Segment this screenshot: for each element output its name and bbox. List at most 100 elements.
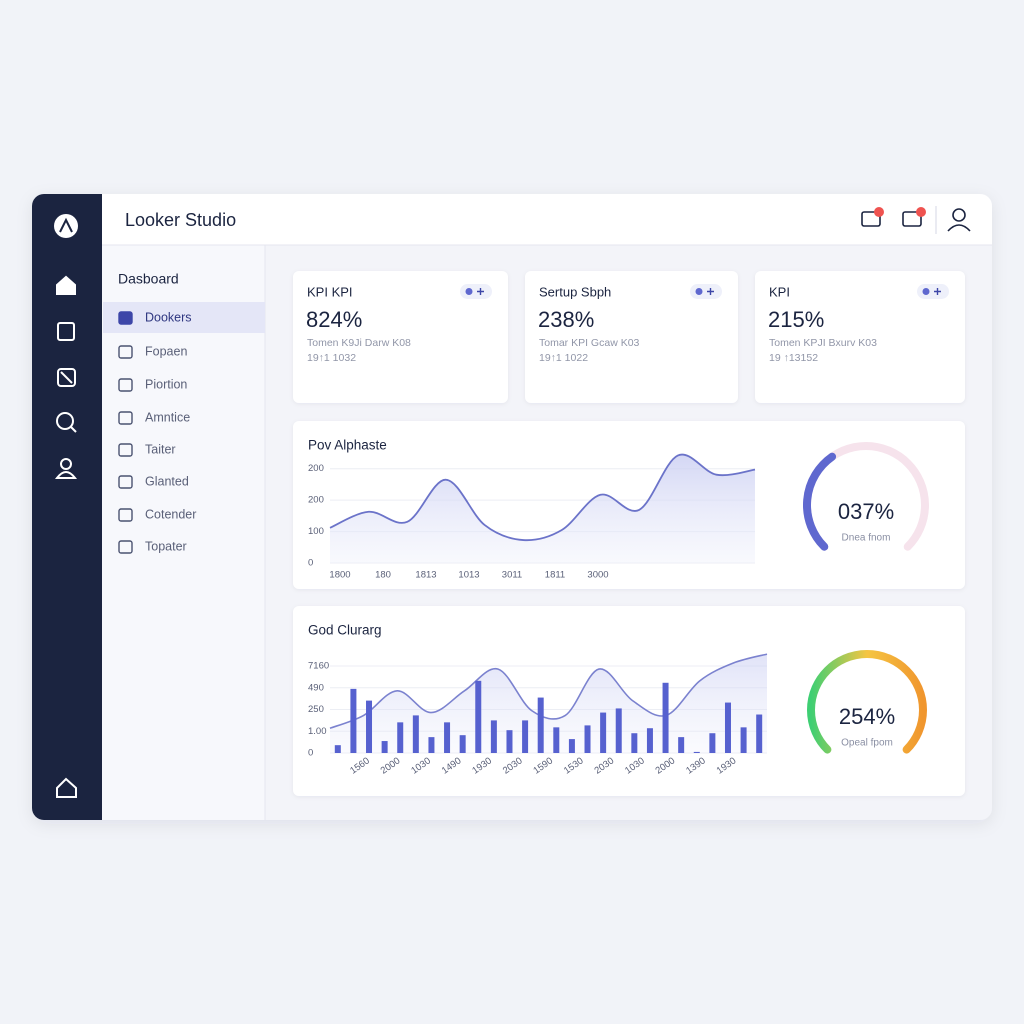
bar [444, 722, 451, 753]
bar [381, 741, 388, 753]
nav-icon[interactable] [118, 540, 133, 554]
bar [366, 700, 373, 753]
y-tick-label: 7160 [308, 661, 329, 672]
kpi-pill-dot [695, 288, 703, 295]
kpi-sub: Tomar KPI Gcaw K03 [539, 337, 640, 349]
kpi-sub: 19↑1 1022 [539, 352, 588, 364]
nav-heading: Dasboard [118, 271, 179, 287]
bar [740, 727, 747, 753]
kpi-pill-dot [465, 288, 473, 295]
kpi-value: 215% [768, 307, 824, 332]
bar [412, 715, 419, 753]
gauge-caption: Dnea fnom [842, 533, 891, 544]
bar [350, 688, 357, 753]
x-tick-label: 3011 [502, 570, 522, 581]
chart-title: God Clurarg [308, 623, 382, 638]
doc-icon[interactable] [57, 322, 75, 341]
area [330, 454, 755, 563]
msg-icon[interactable] [902, 211, 922, 227]
search-icon-handle [70, 426, 77, 433]
bar [631, 733, 638, 753]
search-icon[interactable] [56, 412, 74, 430]
kpi-pill[interactable] [690, 284, 722, 299]
nav-icon[interactable] [118, 411, 133, 425]
nav-item[interactable]: Amntice [145, 410, 190, 424]
user-icon-body [54, 471, 78, 479]
nav-list: Dookers Fopaen Piortion Amntice Taiter Glante… [103, 302, 265, 554]
x-tick-label: 1013 [458, 570, 479, 581]
nav-icon[interactable] [118, 345, 133, 359]
nav-icon[interactable] [118, 475, 133, 489]
y-tick-label: 200 [308, 495, 324, 506]
box-icon[interactable] [57, 368, 76, 387]
kpi-pill-plus [707, 288, 714, 295]
line [329, 453, 756, 542]
kpi-value: 238% [538, 307, 594, 332]
rail-icons [54, 214, 78, 798]
kpi-pill-plus [477, 288, 484, 295]
logo[interactable] [54, 214, 78, 238]
chart-title: Pov Alphaste [308, 438, 387, 453]
nav-item[interactable]: Piortion [145, 377, 187, 391]
bar [693, 751, 700, 753]
bar [678, 737, 685, 753]
msg-badge [916, 207, 926, 217]
bar [709, 733, 716, 753]
bar [428, 737, 435, 753]
nav-item[interactable]: Cotender [145, 507, 196, 521]
nav-item[interactable]: Fopaen [145, 344, 187, 358]
nav-icon[interactable] [118, 311, 133, 325]
y-tick-label: 100 [308, 526, 324, 537]
app-title: Looker Studio [125, 210, 236, 230]
bar [459, 735, 466, 753]
x-tick-label: 1813 [415, 570, 436, 581]
bar [397, 722, 404, 753]
bar [522, 720, 529, 753]
box-icon-line [60, 371, 73, 384]
notif-icon[interactable] [861, 211, 881, 227]
bar [475, 680, 482, 753]
area [330, 654, 767, 753]
nav-icon[interactable] [118, 443, 133, 457]
header-icons [861, 206, 971, 234]
nav-icon[interactable] [118, 508, 133, 522]
home-icon[interactable] [56, 275, 76, 295]
kpi-row: KPI KPI 824% Tomen K9Ji Darw K08 19↑1 1032 S… [293, 271, 965, 403]
avatar[interactable] [952, 208, 966, 222]
kpi-pill[interactable] [460, 284, 492, 299]
nav-item[interactable]: Glanted [145, 474, 189, 488]
bar [646, 728, 653, 753]
bar [662, 682, 669, 753]
bar [537, 697, 544, 753]
notif-badge [874, 207, 884, 217]
bar [600, 712, 607, 753]
user-icon[interactable] [60, 458, 72, 470]
y-tick-label: 200 [308, 463, 324, 474]
gauge-value: 037% [838, 499, 894, 524]
kpi-sub: Tomen K9Ji Darw K08 [307, 337, 411, 349]
logo-mark [59, 217, 73, 233]
x-tick-label: 3000 [587, 570, 608, 581]
kpi-pill-plus [934, 288, 941, 295]
bar [568, 739, 575, 753]
home-bottom-icon[interactable] [56, 777, 77, 798]
kpi-title: Sertup Sbph [539, 284, 611, 299]
nav-icon[interactable] [118, 378, 133, 392]
nav-item[interactable]: Taiter [145, 442, 176, 456]
x-tick-label: 180 [375, 570, 391, 581]
nav-item[interactable]: Dookers [145, 310, 192, 324]
kpi-sub: 19↑1 1032 [307, 352, 356, 364]
y-tick-label: 490 [308, 682, 324, 693]
y-tick-label: 250 [308, 704, 324, 715]
bar [615, 708, 622, 753]
bar [506, 730, 513, 753]
nav-item[interactable]: Topater [145, 539, 187, 553]
nav-panel [102, 245, 265, 820]
kpi-pill[interactable] [917, 284, 949, 299]
bar [334, 745, 341, 753]
kpi-card [525, 271, 738, 403]
bar [756, 714, 763, 753]
kpi-card [755, 271, 965, 403]
gauge-caption: Opeal fpom [841, 738, 893, 749]
gauge-arc [803, 452, 837, 551]
